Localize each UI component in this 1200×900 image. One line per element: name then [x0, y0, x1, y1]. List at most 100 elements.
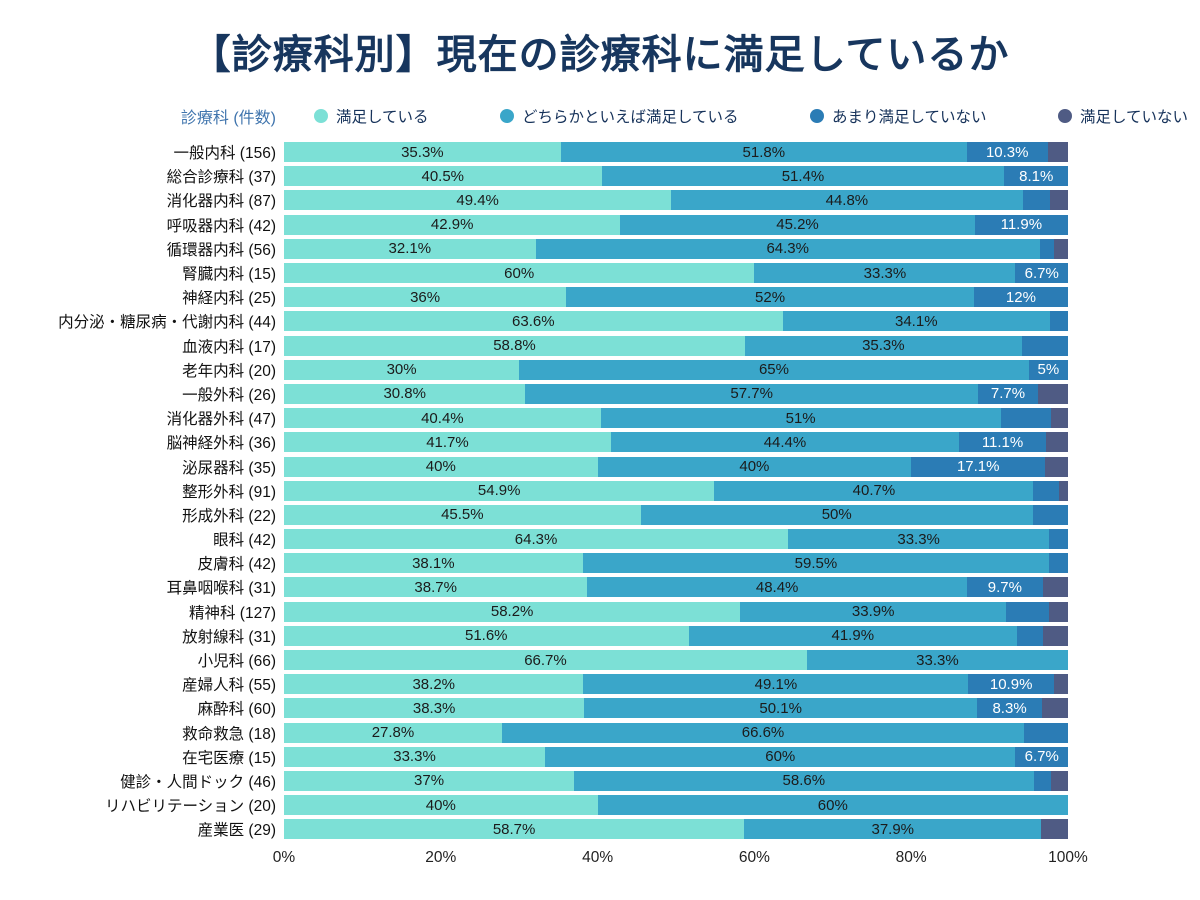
bar-track: 38.3% 50.1% 8.3%: [284, 698, 1068, 719]
bar-track: 38.7% 48.4% 9.7%: [284, 577, 1068, 598]
segment-value-label: 51.6%: [464, 627, 508, 645]
bar-segment-2: 34.1%: [782, 311, 1050, 332]
bar-segment-3: 6.7%: [1015, 746, 1068, 767]
segment-value-label: 51%: [785, 409, 816, 427]
chart-row: 精神科 (127) 58.2% 33.9%: [0, 600, 1200, 624]
bar-segment-3: 10.3%: [966, 142, 1048, 163]
x-tick-label: 100%: [1048, 849, 1088, 867]
x-tick-label: 20%: [425, 849, 457, 867]
bar-segment-3: [1022, 190, 1050, 211]
bar-segment-2: 50%: [640, 504, 1033, 525]
bar-segment-3: [1000, 408, 1051, 429]
bar-segment-3: [1024, 722, 1068, 743]
bar-segment-2: 58.6%: [574, 770, 1034, 791]
bar-segment-4: [1053, 238, 1068, 259]
chart-row: 整形外科 (91) 54.9% 40.7%: [0, 479, 1200, 503]
bar-segment-3: [1021, 335, 1068, 356]
row-label: 呼吸器内科 (42): [166, 217, 276, 235]
legend-label: どちらかといえば満足している: [521, 109, 739, 126]
bar-segment-1: 63.6%: [284, 311, 783, 332]
bar-track: 58.2% 33.9%: [284, 601, 1068, 622]
bar-track: 35.3% 51.8% 10.3%: [284, 142, 1068, 163]
segment-value-label: 36%: [410, 288, 441, 306]
segment-value-label: 40%: [739, 458, 770, 476]
row-label: 老年内科 (20): [182, 362, 276, 380]
chart-row: 形成外科 (22) 45.5% 50%: [0, 503, 1200, 527]
bar-segment-3: [1039, 238, 1054, 259]
legend-label: 満足している: [336, 109, 429, 126]
bar-segment-1: 40.4%: [284, 408, 601, 429]
legend-item: あまり満足していない: [809, 105, 987, 127]
segment-value-label: 49.1%: [754, 675, 798, 693]
bar-track: 33.3% 60% 6.7%: [284, 746, 1068, 767]
row-label: 泌尿器科 (35): [182, 459, 276, 477]
bar-segment-2: 44.8%: [671, 190, 1023, 211]
bar-segment-1: 40%: [284, 795, 598, 816]
segment-value-label: 33.3%: [863, 264, 907, 282]
bar-segment-2: 60%: [597, 795, 1068, 816]
bar-segment-4: [1042, 698, 1068, 719]
bar-segment-1: 40.5%: [284, 166, 602, 187]
segment-value-label: 5%: [1037, 361, 1060, 379]
row-label: 産婦人科 (55): [182, 677, 276, 695]
row-label: 総合診療科 (37): [166, 169, 276, 187]
segment-value-label: 60%: [817, 796, 848, 814]
segment-value-label: 50.1%: [759, 699, 802, 717]
chart-row: 一般外科 (26) 30.8% 57.7% 7.7%: [0, 382, 1200, 406]
bar-track: 41.7% 44.4% 11.1%: [284, 432, 1068, 453]
bar-segment-2: 37.9%: [744, 819, 1042, 840]
segment-value-label: 35.3%: [401, 143, 444, 161]
segment-value-label: 40%: [425, 796, 456, 814]
legend-dot-icon: [499, 109, 514, 123]
segment-value-label: 38.7%: [414, 578, 457, 596]
bar-segment-2: 45.2%: [620, 214, 975, 235]
bar-segment-4: [1042, 577, 1068, 598]
segment-value-label: 49.4%: [456, 191, 499, 209]
segment-value-label: 45.2%: [776, 216, 819, 234]
legend-label: 満足していない: [1079, 109, 1188, 126]
segment-value-label: 30%: [386, 361, 417, 379]
x-tick-label: 80%: [895, 849, 927, 867]
segment-value-label: 34.1%: [895, 312, 938, 330]
bar-segment-4: [1053, 674, 1068, 695]
segment-value-label: 12%: [1005, 288, 1036, 306]
chart-row: 腎臓内科 (15) 60% 33.3% 6.7%: [0, 261, 1200, 285]
bar-segment-2: 52%: [566, 287, 974, 308]
segment-value-label: 38.2%: [412, 675, 456, 693]
bar-segment-2: 60%: [545, 746, 1016, 767]
row-label: 救命救急 (18): [182, 725, 276, 743]
row-label: 整形外科 (91): [182, 483, 276, 501]
segment-value-label: 45.5%: [441, 506, 484, 524]
row-label: 循環器内科 (56): [166, 241, 276, 259]
chart-row: 眼科 (42) 64.3% 33.3%: [0, 527, 1200, 551]
segment-value-label: 41.7%: [426, 433, 469, 451]
bar-segment-2: 57.7%: [525, 383, 978, 404]
bar-segment-3: 10.9%: [968, 674, 1054, 695]
segment-value-label: 60%: [765, 748, 796, 766]
bar-segment-2: 66.6%: [501, 722, 1025, 743]
bar-track: 30.8% 57.7% 7.7%: [284, 383, 1068, 404]
bar-track: 32.1% 64.3%: [284, 238, 1068, 259]
segment-value-label: 58.6%: [782, 772, 826, 790]
bar-segment-1: 66.7%: [284, 650, 807, 671]
bar-segment-2: 40.7%: [714, 480, 1034, 501]
bar-segment-3: [1049, 553, 1068, 574]
bar-track: 51.6% 41.9%: [284, 625, 1068, 646]
row-label: 血液内科 (17): [182, 338, 276, 356]
bar-segment-2: 64.3%: [535, 238, 1040, 259]
bar-segment-1: 35.3%: [284, 142, 561, 163]
bar-segment-3: 9.7%: [966, 577, 1043, 598]
row-label: 放射線科 (31): [182, 628, 276, 646]
bar-segment-1: 33.3%: [284, 746, 546, 767]
segment-value-label: 51.8%: [742, 143, 786, 161]
bar-segment-3: 17.1%: [911, 456, 1046, 477]
segment-value-label: 10.9%: [989, 675, 1033, 693]
segment-value-label: 65%: [758, 361, 789, 379]
bar-segment-2: 33.3%: [788, 529, 1050, 550]
segment-value-label: 50%: [821, 506, 852, 524]
bar-segment-2: 44.4%: [610, 432, 960, 453]
bar-segment-4: [1050, 408, 1068, 429]
row-label: 小児科 (66): [197, 653, 276, 671]
bar-segment-4: [1059, 480, 1068, 501]
legend-dot-icon: [1057, 109, 1072, 123]
